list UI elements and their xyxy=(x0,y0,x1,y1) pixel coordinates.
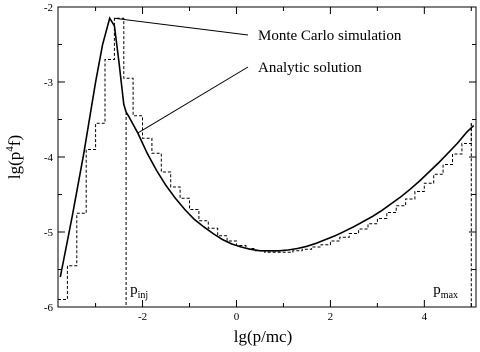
annotation-leader xyxy=(114,17,249,36)
annotation-label: Monte Carlo simulation xyxy=(258,28,402,44)
y-axis-title: lg(p4f) xyxy=(4,135,24,179)
marker-label: pinj xyxy=(130,282,148,301)
x-tick-label: 2 xyxy=(328,311,334,323)
y-axis-title-sup: 4 xyxy=(4,146,16,152)
series-monte-carlo xyxy=(58,17,472,300)
annotation-label: Analytic solution xyxy=(258,60,362,76)
y-tick-label: -4 xyxy=(44,152,54,164)
marker-layer: pinj pmax xyxy=(125,112,472,307)
y-tick-label: -3 xyxy=(44,77,54,89)
series-analytic xyxy=(59,16,475,278)
series-layer xyxy=(58,16,475,300)
y-tick-label: -2 xyxy=(44,2,53,14)
y-tick-label: -6 xyxy=(44,302,54,314)
y-tick-label: -5 xyxy=(44,227,54,239)
y-axis-title-tail: f) xyxy=(5,135,24,146)
axis-ticks: -2 0 2 4 -6 -5 -4 -3 -2 xyxy=(44,2,476,323)
y-axis-title-base: lg(p xyxy=(5,152,24,179)
x-tick-label: -2 xyxy=(138,311,147,323)
annotation-layer: Monte Carlo simulation Analytic solution xyxy=(114,17,402,134)
annotation-leader xyxy=(137,66,249,134)
marker-label: pmax xyxy=(433,282,458,301)
plot-frame xyxy=(57,6,477,308)
x-tick-label: 4 xyxy=(422,311,428,323)
x-tick-label: 0 xyxy=(234,311,240,323)
x-axis-title: lg(p/mc) xyxy=(234,327,293,346)
